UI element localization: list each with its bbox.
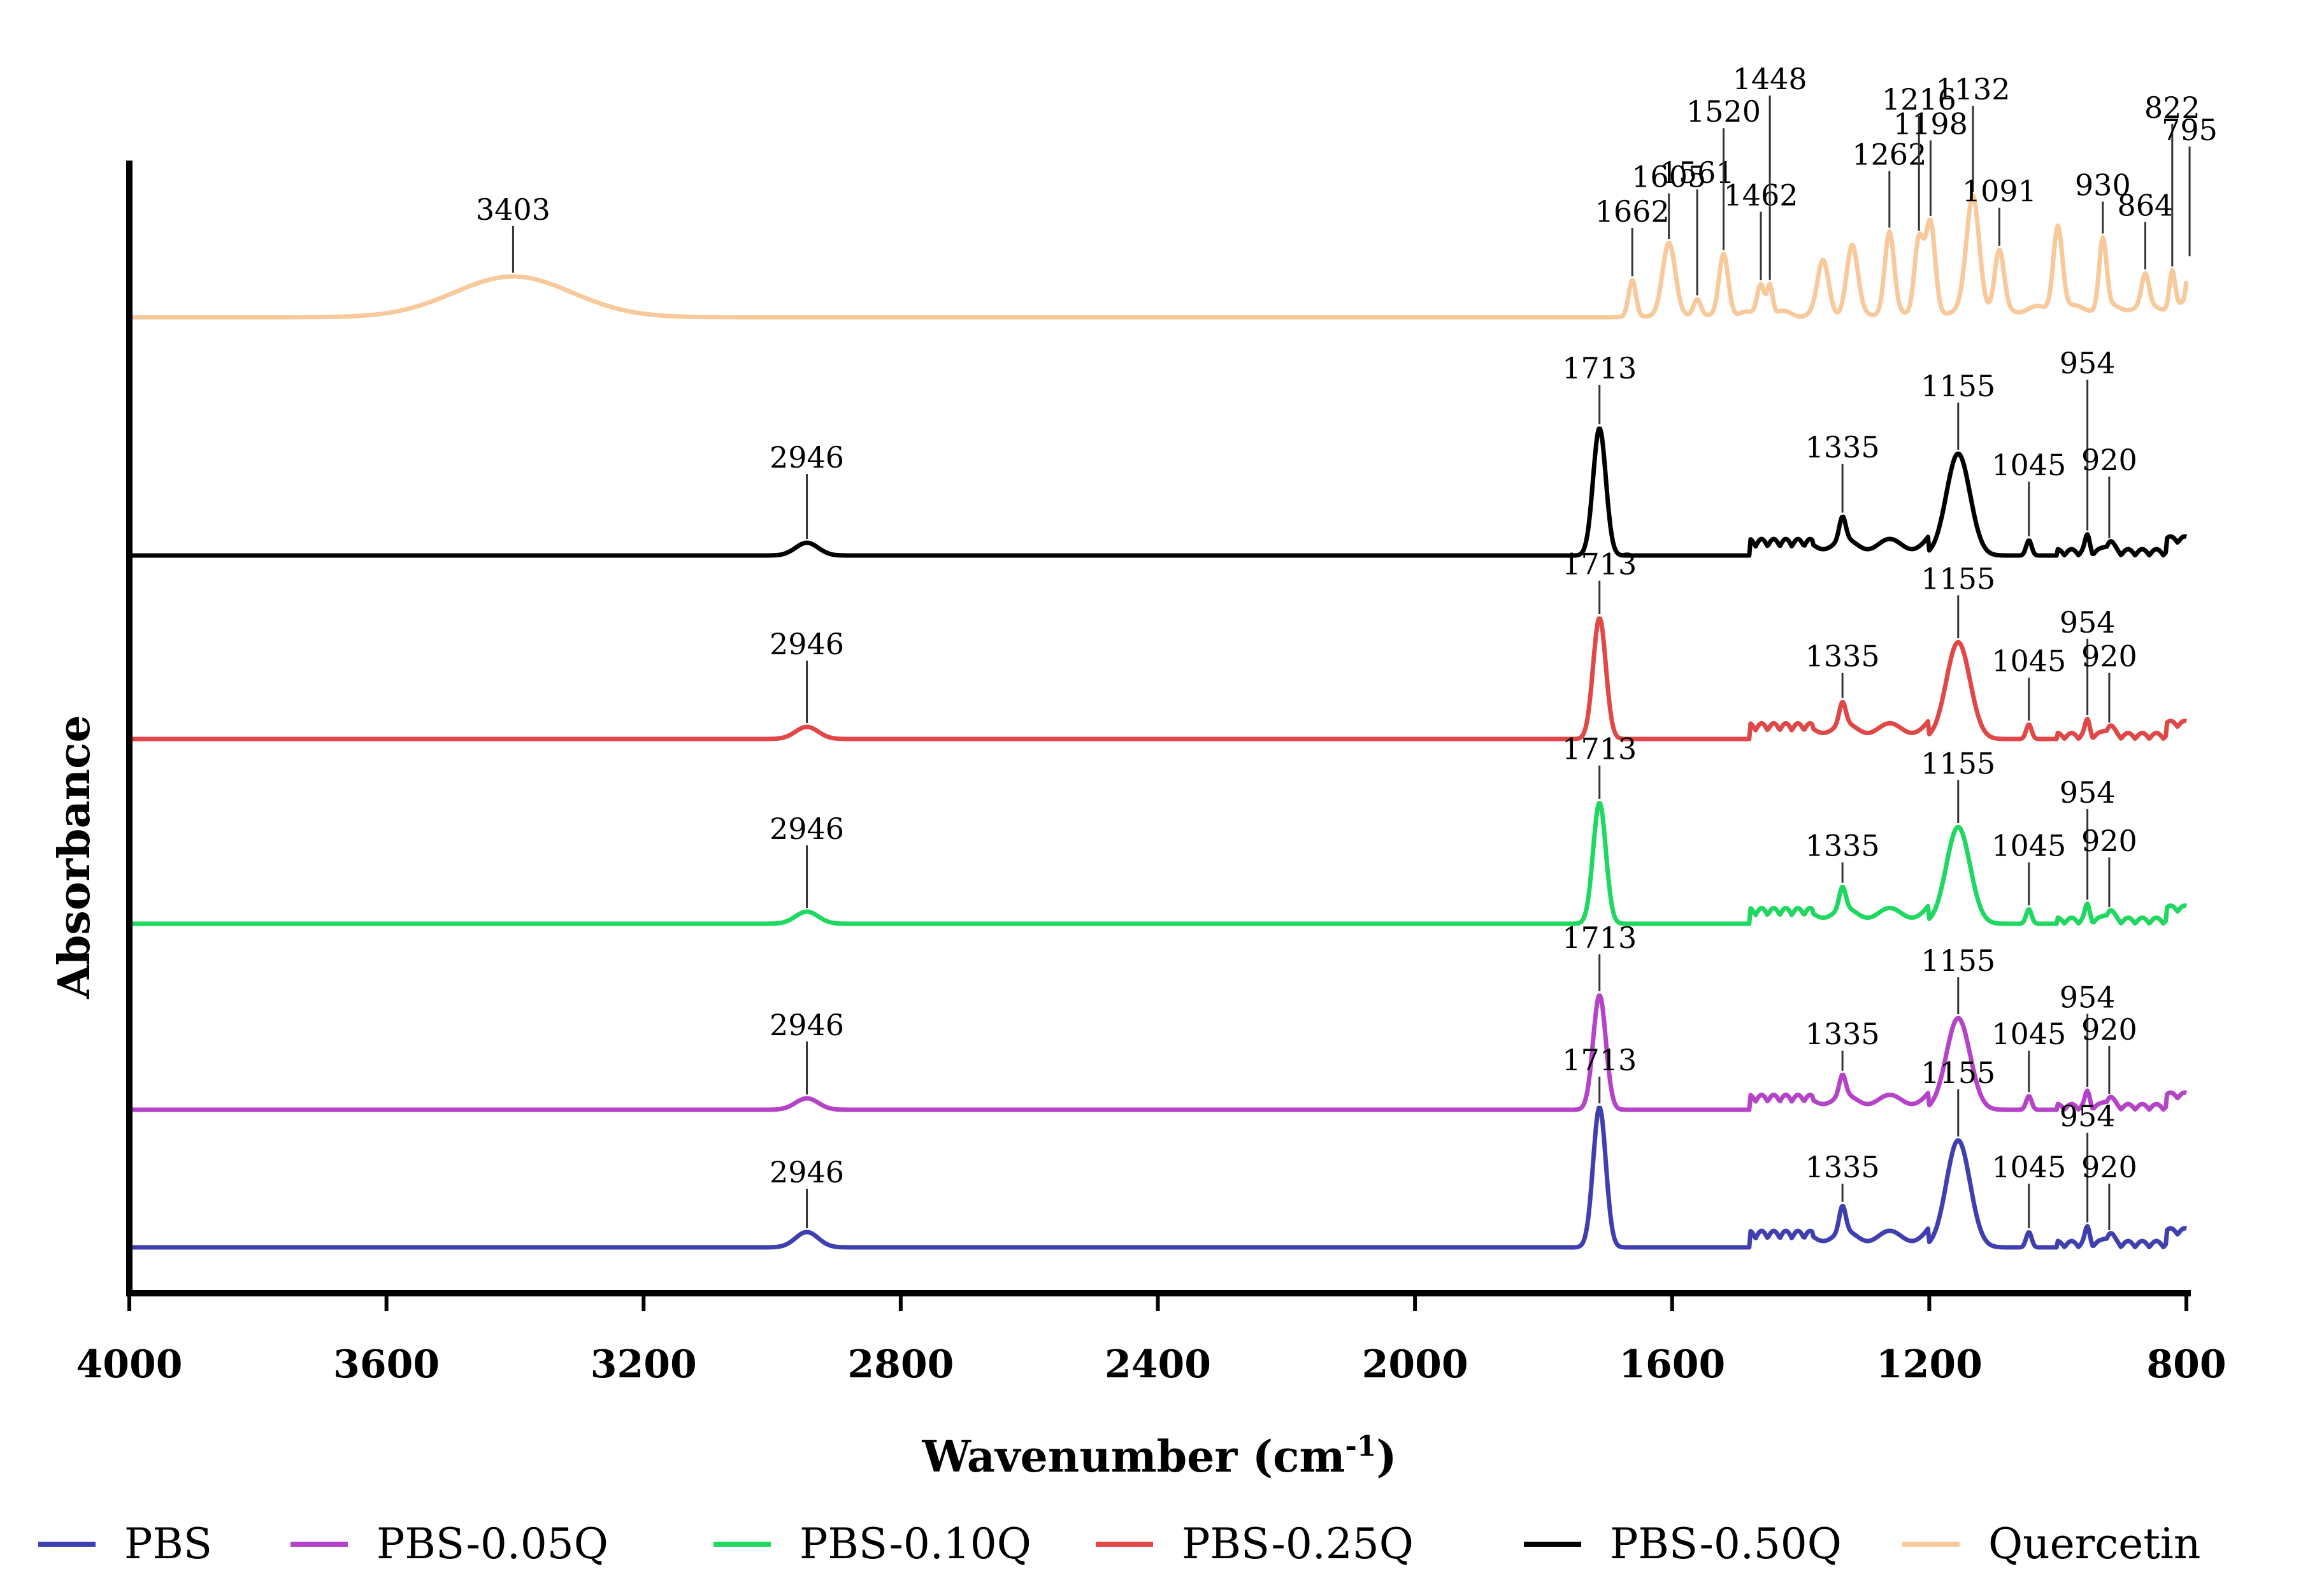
peak-label-954: 954	[2060, 605, 2116, 640]
peak-label-1155: 1155	[1921, 746, 1995, 780]
peak-label-954: 954	[2060, 980, 2116, 1015]
peak-label-1132: 1132	[1935, 72, 2010, 106]
peak-label-822: 822	[2144, 90, 2200, 125]
peak-label-2946: 2946	[770, 1008, 844, 1042]
peak-label-2946: 2946	[770, 812, 844, 846]
peak-label-1713: 1713	[1562, 547, 1637, 582]
series-line-pbs-0.05q	[128, 993, 2188, 1112]
peak-label-1155: 1155	[1921, 369, 1995, 403]
peak-label-2946: 2946	[770, 1155, 844, 1189]
series-line-pbs-0.50q	[128, 426, 2188, 558]
x-axis-title-close: )	[1376, 1431, 1396, 1482]
peak-label-1448: 1448	[1733, 62, 1807, 96]
peak-label-1335: 1335	[1805, 1150, 1880, 1184]
peak-label-1155: 1155	[1921, 1056, 1995, 1090]
peak-label-1045: 1045	[1991, 644, 2066, 678]
peak-label-1713: 1713	[1562, 732, 1637, 766]
peak-label-1713: 1713	[1562, 1043, 1637, 1077]
peak-label-1335: 1335	[1805, 1017, 1880, 1051]
peak-label-795: 795	[2162, 113, 2218, 147]
peak-label-864: 864	[2118, 188, 2174, 222]
legend-label-pbs-0.10q: PBS-0.10Q	[800, 1519, 1031, 1568]
x-tick-label: 800	[2146, 1342, 2226, 1387]
peak-label-1335: 1335	[1805, 430, 1880, 464]
x-axis-title-sup: -1	[1345, 1430, 1376, 1463]
peak-label-2946: 2946	[770, 627, 844, 661]
peak-label-1045: 1045	[1991, 1150, 2066, 1184]
peak-label-954: 954	[2060, 775, 2116, 810]
legend: PBS PBS-0.05Q PBS-0.10Q PBS-0.25Q PBS-0.50Q Q…	[38, 1519, 2200, 1568]
peak-label-930: 930	[2075, 168, 2131, 202]
peak-annotations: 2946171313351155104595492029461713133511…	[476, 62, 2218, 1231]
x-tick-label: 2400	[1105, 1342, 1211, 1387]
peak-label-920: 920	[2081, 1150, 2137, 1184]
peak-label-1335: 1335	[1805, 829, 1880, 863]
x-tick-label: 1200	[1876, 1342, 1983, 1387]
series-line-pbs-0.10q	[128, 801, 2188, 926]
legend-label-quercetin: Quercetin	[1988, 1519, 2200, 1568]
peak-label-1713: 1713	[1562, 351, 1637, 385]
peak-label-1561: 1561	[1660, 155, 1735, 190]
peak-label-1045: 1045	[1991, 448, 2066, 482]
peak-label-1262: 1262	[1852, 137, 1926, 171]
x-tick-label: 2800	[847, 1342, 954, 1387]
legend-label-pbs: PBS	[124, 1519, 212, 1568]
peak-label-1662: 1662	[1595, 194, 1670, 229]
peak-label-920: 920	[2081, 1012, 2137, 1047]
peak-label-3403: 3403	[476, 192, 550, 227]
series-line-pbs	[128, 1105, 2188, 1250]
series-line-pbs-0.25q	[128, 616, 2188, 742]
peak-label-1155: 1155	[1921, 943, 1995, 978]
peak-label-1155: 1155	[1921, 561, 1995, 596]
peak-label-1520: 1520	[1686, 94, 1761, 129]
peak-label-954: 954	[2060, 1099, 2116, 1133]
peak-label-1198: 1198	[1893, 106, 1968, 141]
x-tick-label: 1600	[1619, 1342, 1725, 1387]
peak-label-1091: 1091	[1962, 174, 2037, 208]
y-axis-title: Absorbance	[49, 715, 100, 1000]
spectra-group	[128, 193, 2189, 1250]
peak-label-1045: 1045	[1991, 829, 2066, 863]
x-axis-title: Wavenumber (cm-1)	[921, 1430, 1396, 1483]
peak-label-1713: 1713	[1562, 921, 1637, 955]
peak-label-920: 920	[2081, 639, 2137, 673]
peak-label-1335: 1335	[1805, 639, 1880, 673]
legend-label-pbs-0.05q: PBS-0.05Q	[377, 1519, 608, 1568]
peak-label-1605: 1605	[1632, 160, 1706, 194]
x-tick-label: 2000	[1362, 1342, 1468, 1387]
x-ticks: 4000 3600 3200 2800 2400 2000 1600 1200 800	[76, 1293, 2227, 1387]
legend-label-pbs-0.50q: PBS-0.50Q	[1610, 1519, 1842, 1568]
peak-label-920: 920	[2081, 824, 2137, 858]
x-axis-title-main: Wavenumber (cm	[921, 1431, 1345, 1482]
legend-label-pbs-0.25q: PBS-0.25Q	[1182, 1519, 1414, 1568]
peak-label-2946: 2946	[770, 440, 844, 475]
x-tick-label: 4000	[76, 1342, 183, 1387]
peak-label-1216: 1216	[1882, 82, 1956, 117]
peak-label-1045: 1045	[1991, 1017, 2066, 1051]
series-line-quercetin	[128, 193, 2189, 320]
peak-label-954: 954	[2060, 346, 2116, 380]
peak-label-1462: 1462	[1723, 178, 1798, 212]
x-tick-label: 3200	[591, 1342, 697, 1387]
peak-label-920: 920	[2081, 443, 2137, 477]
x-tick-label: 3600	[333, 1342, 440, 1387]
